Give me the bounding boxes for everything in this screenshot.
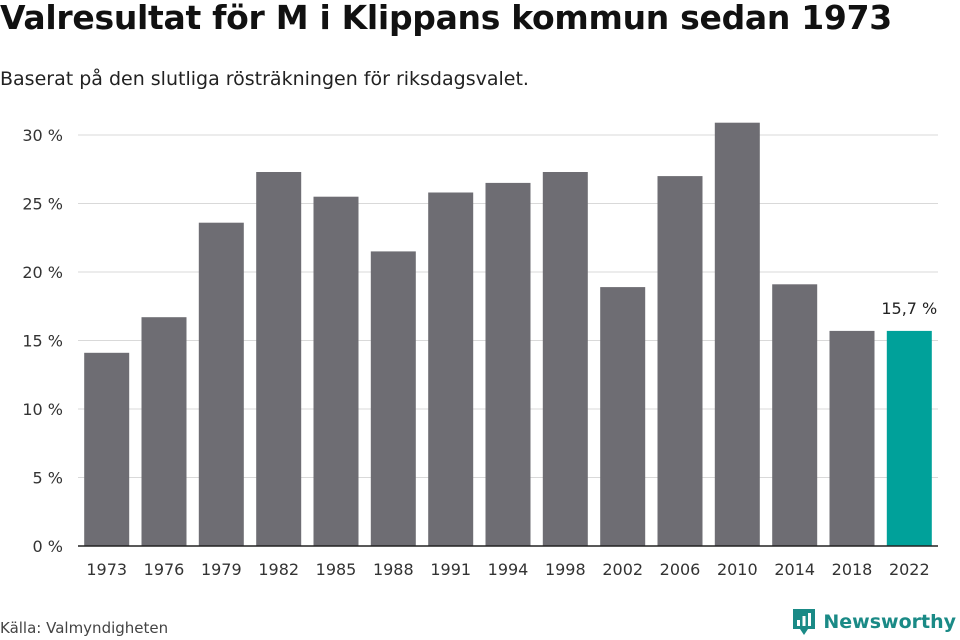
x-tick-label: 1988 <box>373 560 414 579</box>
x-tick-label: 2018 <box>832 560 873 579</box>
y-tick-label: 15 % <box>22 332 63 351</box>
data-label: 15,7 % <box>881 299 937 318</box>
bar-chart: 0 % 5 % 10 % 15 % 20 % 25 % 30 % 1973 1976 1979 19… <box>22 122 938 579</box>
chart-title: Valresultat för M i Klippans kommun seda… <box>0 0 892 37</box>
x-tick-label: 1994 <box>488 560 529 579</box>
y-tick-label: 20 % <box>22 263 63 282</box>
x-tick-label: 2014 <box>774 560 815 579</box>
newsworthy-logo-icon <box>793 609 816 635</box>
x-tick-label: 2022 <box>889 560 930 579</box>
x-tick-label: 2006 <box>660 560 701 579</box>
bar <box>370 251 416 546</box>
y-tick-label: 10 % <box>22 400 63 419</box>
y-tick-label: 0 % <box>33 537 63 556</box>
bar <box>141 317 187 546</box>
x-tick-label: 1979 <box>201 560 242 579</box>
bar-highlighted <box>886 330 932 546</box>
bar <box>657 176 703 546</box>
bar <box>772 284 818 546</box>
x-tick-label: 1973 <box>86 560 127 579</box>
bar <box>714 122 760 546</box>
bar <box>428 192 474 546</box>
bar <box>485 182 531 546</box>
y-tick-label: 5 % <box>33 469 63 488</box>
x-tick-label: 1982 <box>258 560 299 579</box>
y-tick-label: 30 % <box>22 126 63 145</box>
bar <box>198 222 244 546</box>
x-tick-label: 2002 <box>602 560 643 579</box>
x-tick-label: 1976 <box>144 560 185 579</box>
brand-name: Newsworthy <box>823 611 956 633</box>
brand-logo: Newsworthy <box>791 607 956 637</box>
bar <box>829 330 875 546</box>
bar <box>313 196 359 546</box>
bar <box>600 287 646 546</box>
y-tick-label: 25 % <box>22 195 63 214</box>
bar <box>84 352 130 546</box>
x-tick-label: 2010 <box>717 560 758 579</box>
chart-subtitle: Baserat på den slutliga rösträkningen fö… <box>0 68 529 90</box>
bar <box>256 172 302 546</box>
bar <box>542 172 588 546</box>
x-tick-label: 1991 <box>430 560 471 579</box>
x-tick-label: 1998 <box>545 560 586 579</box>
source-note: Källa: Valmyndigheten <box>0 619 169 637</box>
x-tick-label: 1985 <box>316 560 357 579</box>
